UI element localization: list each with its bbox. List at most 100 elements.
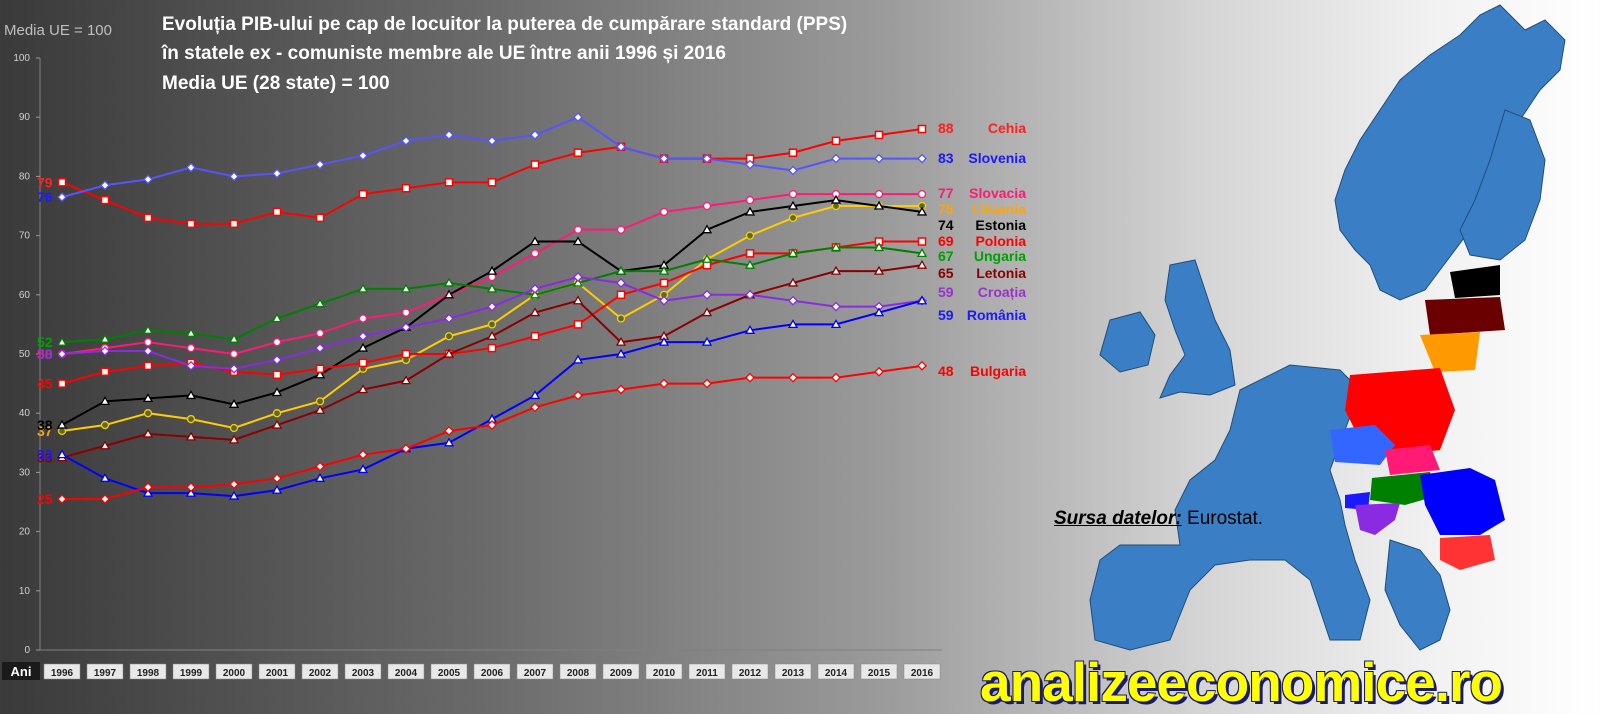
- x-tick-label: 2016: [911, 668, 934, 679]
- data-point: [100, 494, 110, 504]
- data-point: [314, 298, 326, 308]
- data-point: [830, 265, 842, 275]
- data-point: [186, 219, 196, 229]
- data-point: [529, 236, 541, 246]
- data-point: [100, 420, 110, 430]
- data-point: [444, 178, 454, 187]
- series-lituania: [57, 201, 927, 436]
- series-name-label: Estonia: [975, 217, 1026, 233]
- data-point: [530, 283, 540, 294]
- x-tick-box: [731, 663, 769, 680]
- map-mainland: [1089, 364, 1371, 651]
- data-point: [401, 443, 411, 454]
- series-end-value: 59: [938, 307, 954, 323]
- x-tick-label: 2010: [653, 668, 676, 679]
- data-point: [873, 200, 885, 210]
- data-point: [401, 308, 411, 317]
- data-point: [916, 206, 928, 216]
- data-point: [745, 372, 755, 383]
- data-point: [271, 387, 283, 397]
- data-point: [143, 361, 153, 371]
- europe-map: [1089, 4, 1566, 651]
- data-point: [573, 320, 583, 329]
- data-point: [186, 162, 196, 173]
- series-start-label: 37: [37, 423, 53, 439]
- data-point: [530, 130, 540, 140]
- data-point: [315, 461, 325, 472]
- series-start-label: 33: [37, 447, 53, 463]
- data-point: [358, 331, 368, 342]
- data-point: [573, 390, 583, 401]
- data-point: [658, 265, 670, 275]
- series-start-label: 45: [37, 376, 53, 392]
- data-point: [272, 207, 282, 217]
- series-end-value: 67: [938, 248, 954, 264]
- data-point: [745, 195, 755, 205]
- data-point: [916, 295, 928, 305]
- x-tick-label: 2011: [696, 668, 718, 679]
- data-point: [185, 327, 197, 337]
- data-point: [616, 384, 626, 395]
- data-point: [142, 393, 154, 403]
- x-tick-label: 2009: [610, 668, 633, 679]
- data-point: [486, 330, 498, 340]
- data-point: [831, 372, 841, 383]
- data-point: [787, 277, 799, 287]
- series-romnia: [56, 295, 928, 500]
- series-name-label: Letonia: [976, 265, 1026, 281]
- map-uk: [1159, 259, 1236, 399]
- y-tick-label: 90: [19, 112, 31, 123]
- data-point: [143, 346, 153, 356]
- x-tick-box: [688, 663, 726, 680]
- y-tick-label: 100: [13, 53, 30, 64]
- x-tick-box: [602, 663, 640, 680]
- data-point: [357, 384, 369, 394]
- data-point: [659, 207, 669, 217]
- data-point: [572, 295, 584, 305]
- data-point: [874, 366, 884, 377]
- data-point: [99, 440, 111, 450]
- data-point: [529, 307, 541, 317]
- series-end-value: 88: [938, 120, 954, 136]
- x-tick-box: [860, 663, 898, 680]
- data-point: [444, 313, 454, 324]
- data-point: [487, 135, 497, 146]
- x-tick-label: 1996: [51, 668, 74, 679]
- x-tick-box: [215, 663, 253, 680]
- data-point: [873, 242, 885, 252]
- x-tick-box: [172, 663, 210, 680]
- data-point: [530, 331, 540, 341]
- data-point: [616, 141, 626, 152]
- data-point: [788, 213, 798, 222]
- y-tick-label: 10: [19, 586, 31, 597]
- x-tick-box: [344, 663, 382, 680]
- data-point: [616, 278, 626, 288]
- data-point: [443, 437, 455, 447]
- series-end-value: 59: [938, 284, 954, 300]
- data-point: [57, 349, 67, 359]
- data-point: [487, 420, 497, 430]
- data-point: [272, 473, 282, 484]
- map-balkans: [1384, 539, 1451, 651]
- data-point: [917, 360, 927, 371]
- data-source-label: Sursa datelor:: [1054, 508, 1182, 529]
- data-point: [400, 375, 412, 385]
- data-point: [100, 367, 110, 377]
- chart-title-line-1: Evoluția PIB-ului pe cap de locuitor la …: [162, 14, 848, 35]
- data-point: [917, 124, 927, 134]
- series-start-label: 79: [37, 174, 53, 190]
- series-name-label: Ungaria: [974, 248, 1026, 264]
- data-point: [659, 153, 669, 164]
- data-point: [142, 325, 154, 334]
- map-romania: [1420, 468, 1505, 535]
- data-point: [572, 354, 584, 364]
- x-tick-box: [645, 663, 683, 680]
- data-point: [272, 168, 282, 179]
- data-point: [659, 295, 669, 306]
- x-tick-box: [817, 663, 855, 680]
- data-point: [831, 153, 841, 164]
- map-czechia: [1330, 425, 1395, 465]
- data-point: [917, 190, 927, 199]
- data-point: [143, 174, 153, 185]
- data-point: [143, 482, 153, 493]
